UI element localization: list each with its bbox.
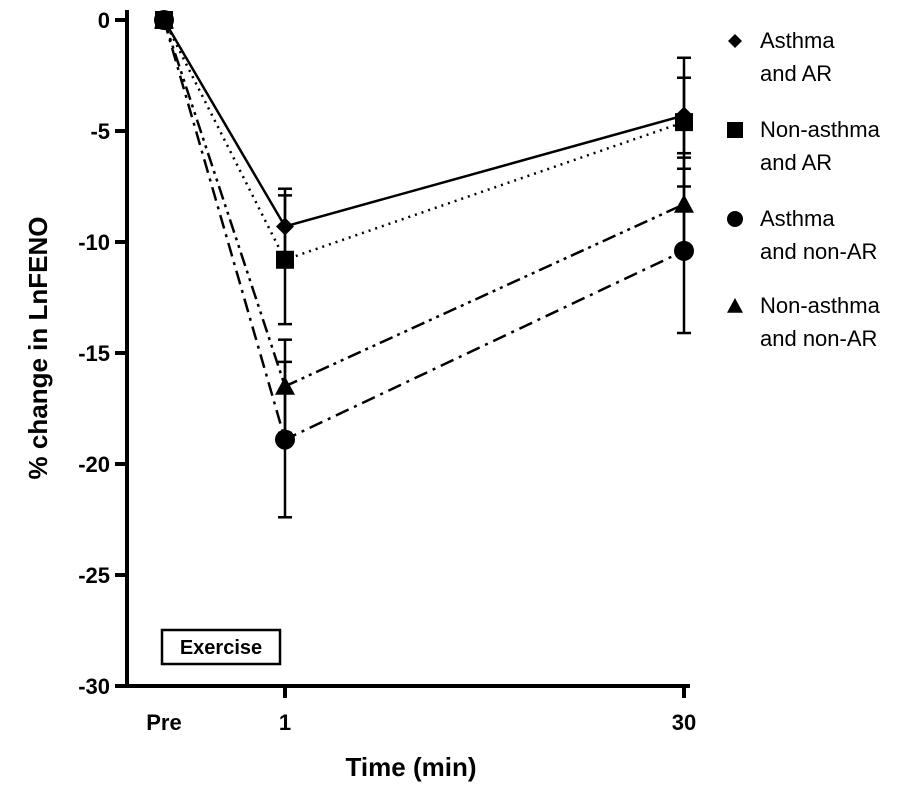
legend-label: and AR [760,150,832,175]
legend-diamond-icon [728,34,742,48]
error-bars [278,56,691,519]
legend-label: Asthma [760,28,835,53]
series-line [162,19,685,228]
y-tick-label: -20 [78,452,110,477]
legend-label: Non-asthma [760,293,881,318]
triangle-marker [674,194,694,213]
y-tick-label: -5 [90,119,110,144]
annotation-frame [160,628,282,666]
series-line [162,19,685,262]
x-axis-title: Time (min) [346,752,477,782]
x-tick-label: 30 [672,710,696,735]
y-axis-title: % change in LnFENO [23,217,53,480]
annotation-label: Exercise [180,637,262,659]
y-tick-label: -25 [78,563,110,588]
legend-label: and non-AR [760,239,877,264]
legend-label: and non-AR [760,326,877,351]
diamond-marker [276,217,294,236]
legend: Asthma and AR Non-asthma and AR Asthma and no… [727,28,881,351]
square-marker [276,250,294,269]
square-marker [675,113,693,132]
y-tick-label: -10 [78,230,110,255]
x-tick-label: Pre [146,710,181,735]
circle-marker [275,429,295,450]
legend-square-icon [727,122,743,138]
annotation-box: Exercise [160,628,282,666]
legend-label: Non-asthma [760,117,881,142]
legend-triangle-icon [727,298,743,313]
y-tick-label: 0 [98,8,110,33]
legend-circle-icon [727,211,743,227]
legend-label: and AR [760,61,832,86]
series-line [162,19,685,389]
triangle-marker [275,376,295,395]
series-lines [162,19,685,442]
legend-label: Asthma [760,206,835,231]
x-tick-label: 1 [279,710,291,735]
triangle-marker [154,10,174,29]
circle-marker [674,240,694,261]
axes: 0 -5 -10 -15 -20 -25 -30 Pre 1 30 [78,8,696,735]
series-line [162,19,685,442]
y-tick-label: -30 [78,674,110,699]
data-markers [154,10,694,450]
y-tick-label: -15 [78,341,110,366]
